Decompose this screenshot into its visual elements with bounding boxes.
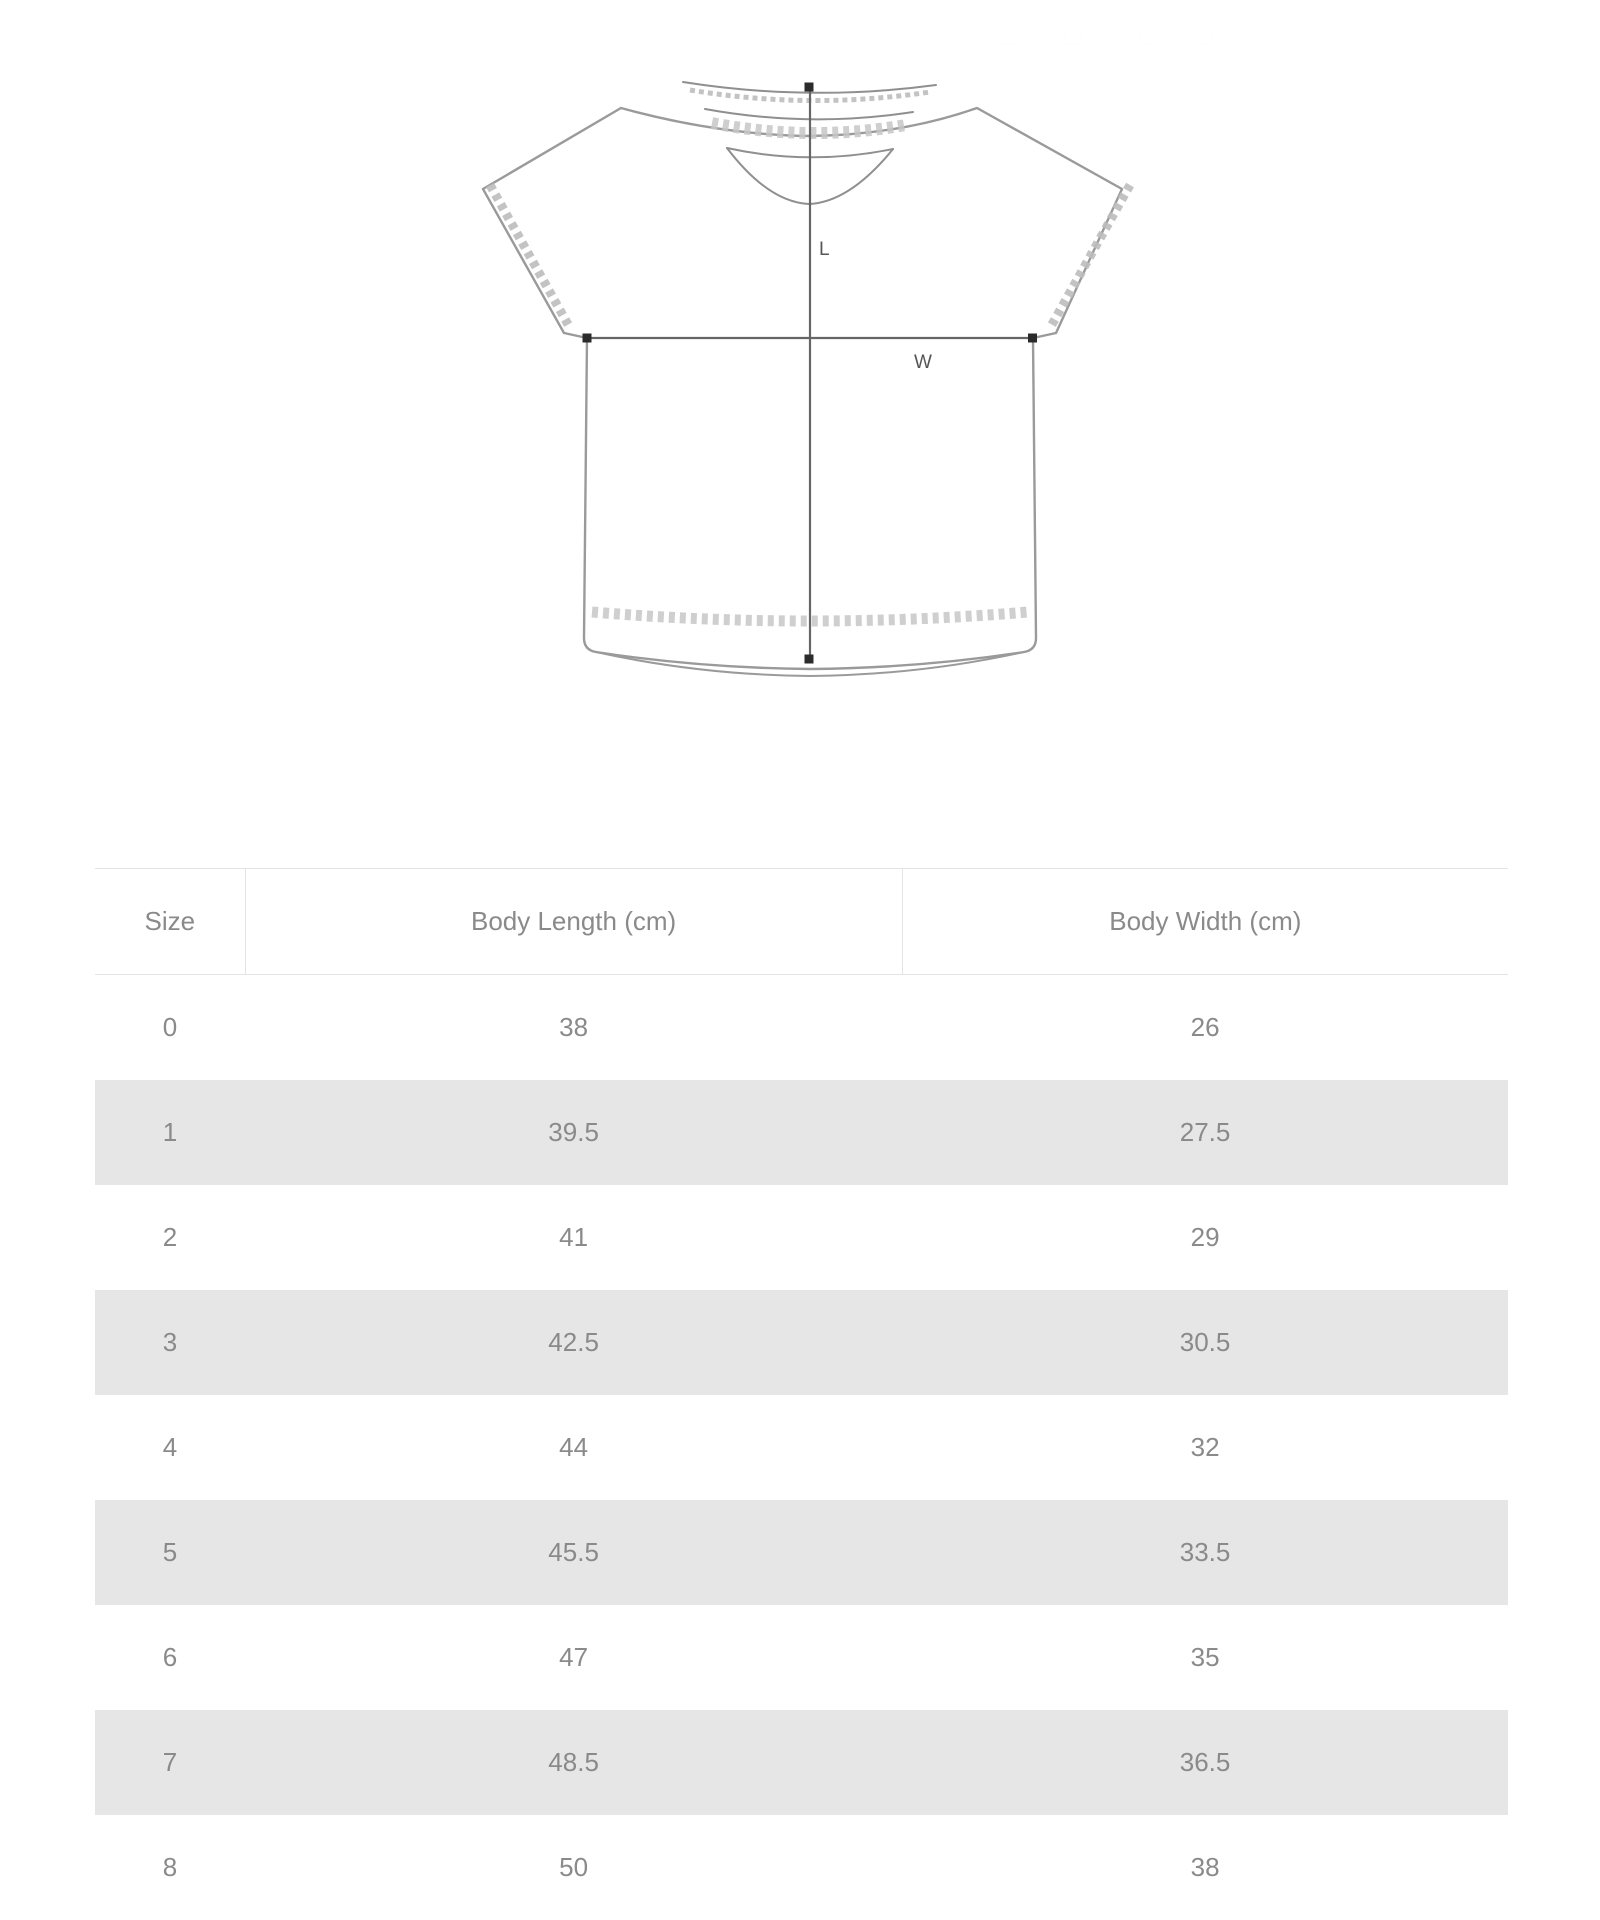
svg-text:L: L bbox=[819, 239, 830, 260]
svg-text:W: W bbox=[914, 352, 932, 373]
